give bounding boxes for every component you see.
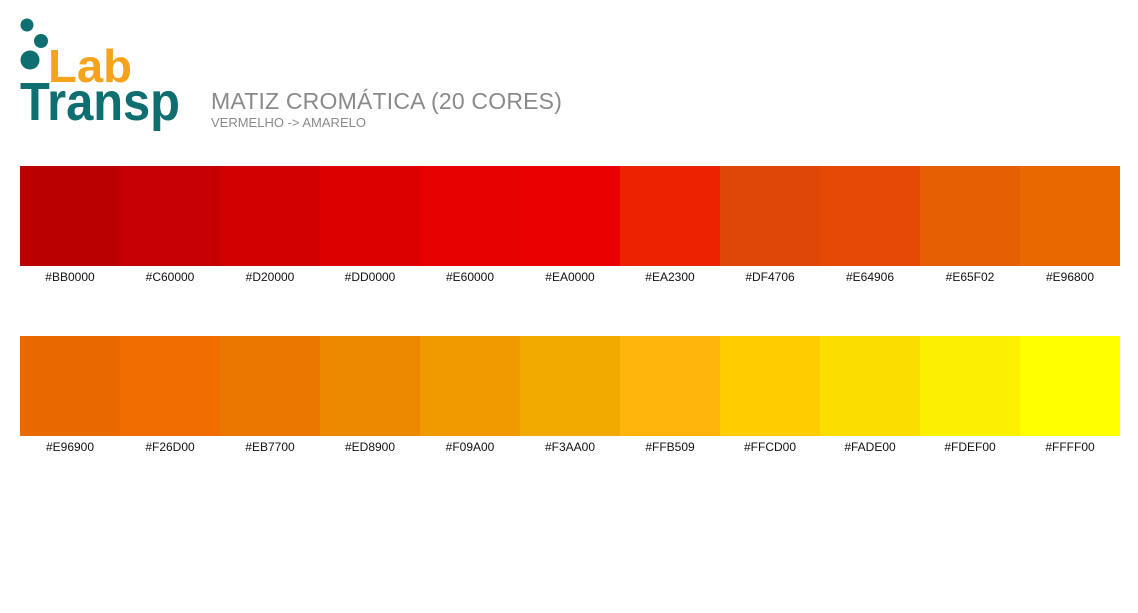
color-swatch (820, 336, 920, 436)
color-hex-label: #F3AA00 (544, 440, 596, 454)
labtransp-logo: Lab Transp (18, 16, 188, 136)
color-hex-label: #E65F02 (945, 270, 995, 284)
color-swatch (520, 336, 620, 436)
swatch-item: #E60000 (420, 166, 520, 284)
color-swatch (1020, 336, 1120, 436)
color-hex-label: #EA0000 (545, 270, 595, 284)
color-swatch (120, 336, 220, 436)
swatch-item: #DF4706 (720, 166, 820, 284)
color-swatch (620, 166, 720, 266)
swatch-item: #D20000 (220, 166, 320, 284)
color-hex-label: #DD0000 (344, 270, 396, 284)
swatch-item: #BB0000 (20, 166, 120, 284)
color-hex-label: #FFFF00 (1045, 440, 1095, 454)
color-swatch (920, 166, 1020, 266)
page-subtitle: VERMELHO -> AMARELO (211, 115, 366, 130)
swatch-item: #E96900 (20, 336, 120, 454)
color-swatch (120, 166, 220, 266)
logo-dot-small (20, 18, 34, 32)
swatch-item: #EA0000 (520, 166, 620, 284)
logo-text-transp: Transp (20, 72, 180, 132)
swatch-item: #FFFF00 (1020, 336, 1120, 454)
color-hex-label: #F26D00 (145, 440, 195, 454)
color-hex-label: #E60000 (445, 270, 495, 284)
logo-dot-large (20, 50, 40, 70)
color-swatch (20, 336, 120, 436)
color-hex-label: #E96800 (1045, 270, 1095, 284)
swatch-item: #C60000 (120, 166, 220, 284)
color-swatch (220, 166, 320, 266)
color-hex-label: #D20000 (245, 270, 295, 284)
color-swatch (1020, 166, 1120, 266)
color-swatch (320, 166, 420, 266)
color-swatch (420, 336, 520, 436)
swatch-item: #ED8900 (320, 336, 420, 454)
swatch-item: #E96800 (1020, 166, 1120, 284)
color-hex-label: #EA2300 (645, 270, 695, 284)
color-hex-label: #ED8900 (344, 440, 396, 454)
logo-dot-medium (34, 34, 48, 48)
swatch-item: #FFB509 (620, 336, 720, 454)
swatch-row-2: #E96900 #F26D00 #EB7700 #ED8900 #F09A00 #F3AA… (20, 336, 1120, 454)
swatch-item: #EB7700 (220, 336, 320, 454)
swatch-row-1: #BB0000 #C60000 #D20000 #DD0000 #E60000 #EA00… (20, 166, 1120, 284)
swatch-item: #F3AA00 (520, 336, 620, 454)
swatch-item: #FDEF00 (920, 336, 1020, 454)
color-swatch (720, 336, 820, 436)
color-swatch (620, 336, 720, 436)
color-swatch (920, 336, 1020, 436)
color-swatch (720, 166, 820, 266)
color-swatch (820, 166, 920, 266)
swatch-item: #F26D00 (120, 336, 220, 454)
color-hex-label: #EB7700 (245, 440, 295, 454)
color-swatch (220, 336, 320, 436)
color-hex-label: #FDEF00 (944, 440, 996, 454)
swatch-item: #E64906 (820, 166, 920, 284)
color-swatch (320, 336, 420, 436)
logo-text-lab: Lab (48, 40, 132, 92)
color-hex-label: #BB0000 (45, 270, 95, 284)
color-hex-label: #FFCD00 (743, 440, 796, 454)
color-hex-label: #C60000 (145, 270, 195, 284)
swatch-item: #EA2300 (620, 166, 720, 284)
color-hex-label: #E64906 (845, 270, 895, 284)
color-hex-label: #FADE00 (844, 440, 896, 454)
swatch-item: #E65F02 (920, 166, 1020, 284)
labtransp-logo-graphic: Lab Transp (20, 18, 180, 132)
swatch-item: #FADE00 (820, 336, 920, 454)
color-hex-label: #FFB509 (645, 440, 695, 454)
color-hex-label: #F09A00 (445, 440, 495, 454)
color-swatch (520, 166, 620, 266)
color-hex-label: #DF4706 (745, 270, 795, 284)
color-swatch (20, 166, 120, 266)
color-swatch (420, 166, 520, 266)
swatch-item: #F09A00 (420, 336, 520, 454)
swatch-item: #DD0000 (320, 166, 420, 284)
color-hex-label: #E96900 (45, 440, 95, 454)
header: MATIZ CROMÁTICA (20 CORES) VERMELHO -> A… (211, 88, 562, 131)
swatch-item: #FFCD00 (720, 336, 820, 454)
page-title: MATIZ CROMÁTICA (20 CORES) (211, 88, 563, 114)
